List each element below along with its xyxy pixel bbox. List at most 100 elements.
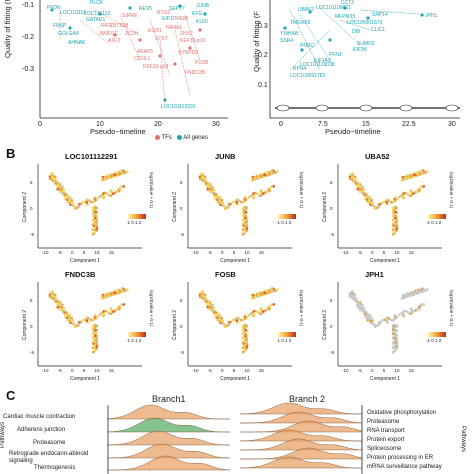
cell-point bbox=[363, 195, 367, 198]
cell-point bbox=[118, 172, 122, 176]
cell-point bbox=[62, 188, 66, 192]
cell-point bbox=[370, 198, 373, 202]
cell-point bbox=[381, 200, 385, 204]
cell-point bbox=[243, 219, 246, 222]
scatter-point bbox=[420, 13, 424, 17]
cell-point bbox=[421, 289, 425, 292]
gene-label: EFG bbox=[192, 11, 203, 17]
timeline-marker bbox=[359, 104, 373, 112]
scatter-point bbox=[128, 6, 132, 10]
tick-label: -0.3 bbox=[22, 66, 35, 73]
gene-label: CCT3 bbox=[341, 0, 355, 6]
cell-point bbox=[253, 295, 257, 299]
branch1-title: Branch1 bbox=[152, 394, 186, 404]
cell-point bbox=[368, 196, 372, 199]
tick-label: 0 bbox=[38, 121, 42, 128]
cell-point bbox=[204, 182, 207, 185]
pathway-label: Retrograde endocann-abinoid signaling bbox=[9, 451, 89, 464]
cell-point bbox=[404, 191, 407, 195]
cell-point bbox=[360, 306, 363, 309]
cell-point bbox=[263, 173, 266, 177]
cell-point bbox=[392, 324, 395, 327]
gene-label: JPH1 bbox=[425, 13, 438, 19]
cell-point bbox=[95, 227, 99, 230]
branch2-title: Branch 2 bbox=[289, 394, 326, 404]
cell-point bbox=[251, 194, 255, 197]
cell-point bbox=[200, 290, 203, 294]
cell-point bbox=[95, 229, 98, 232]
ridge-curve bbox=[240, 447, 363, 460]
cell-point bbox=[61, 185, 64, 189]
tick-label: 15 bbox=[362, 121, 370, 128]
cell-point bbox=[101, 312, 105, 315]
legend-label-all-genes: All genes bbox=[183, 135, 208, 142]
trajectory-canvas bbox=[337, 164, 446, 249]
x-axis-label: Component 1 bbox=[70, 376, 101, 382]
cell-point bbox=[220, 316, 223, 320]
cell-point bbox=[392, 206, 395, 209]
cell-point bbox=[81, 318, 85, 322]
cell-point bbox=[216, 318, 219, 322]
cell-point bbox=[58, 307, 62, 311]
gene-label: BTG2 bbox=[157, 10, 171, 16]
pathway-label: Oxidative phosphorylation bbox=[367, 410, 437, 416]
cell-point bbox=[254, 191, 257, 195]
y-axis-ticks: 5 0 -5 bbox=[30, 298, 35, 355]
cell-point bbox=[60, 306, 63, 309]
tick-label: 30 bbox=[448, 121, 456, 128]
cell-point bbox=[350, 290, 353, 294]
cell-point bbox=[240, 200, 243, 204]
cell-point bbox=[91, 210, 95, 214]
cell-point bbox=[387, 317, 391, 320]
gene-label: LOC101119038 bbox=[300, 62, 335, 68]
cell-point bbox=[395, 197, 399, 201]
cell-point bbox=[242, 324, 245, 327]
trajectory-plot: UBA52 -1 0 1 2 log10(value + 0.1) Component… bbox=[322, 152, 474, 270]
cell-point bbox=[422, 185, 426, 188]
cell-point bbox=[400, 297, 404, 300]
cell-point bbox=[114, 309, 117, 312]
cell-point bbox=[242, 214, 245, 218]
gene-label: SSR4 bbox=[280, 38, 294, 44]
cell-point bbox=[64, 197, 67, 201]
tick-label: 0.3 bbox=[258, 23, 268, 30]
cell-point bbox=[126, 170, 129, 173]
cell-point bbox=[245, 339, 248, 342]
cell-point bbox=[57, 300, 61, 304]
cell-point bbox=[356, 185, 359, 189]
cell-point bbox=[223, 323, 227, 327]
cell-point bbox=[271, 171, 275, 174]
gene-label: SRP14 bbox=[372, 12, 388, 18]
cell-point bbox=[265, 292, 268, 295]
cell-point bbox=[240, 318, 243, 322]
cell-point bbox=[93, 337, 96, 340]
color-bar-ticks: -1 0 1 2 bbox=[276, 220, 292, 225]
tick-label: -0.1 bbox=[22, 2, 35, 9]
ridge-curve bbox=[107, 404, 230, 420]
cell-point bbox=[418, 290, 422, 294]
gene-label: EIF3K bbox=[353, 47, 367, 53]
cell-point bbox=[262, 310, 265, 313]
cell-point bbox=[231, 318, 235, 322]
panel-b-letter: B bbox=[6, 146, 16, 161]
cell-point bbox=[395, 315, 399, 319]
cell-point bbox=[214, 197, 217, 201]
cell-point bbox=[237, 199, 241, 202]
pathway-label: Protein export bbox=[367, 437, 405, 443]
cell-point bbox=[115, 292, 118, 295]
cell-point bbox=[94, 223, 98, 226]
cell-point bbox=[244, 223, 248, 226]
gene-label: ZHX2 bbox=[180, 31, 193, 37]
cell-point bbox=[361, 185, 364, 189]
cell-point bbox=[85, 319, 89, 322]
cell-point bbox=[412, 192, 415, 195]
cell-point bbox=[350, 172, 353, 176]
cell-point bbox=[112, 192, 115, 195]
cell-point bbox=[104, 191, 107, 195]
cell-point bbox=[390, 318, 393, 322]
gene-title: UBA52 bbox=[365, 152, 390, 161]
pathways-axis-left: Pathways bbox=[0, 421, 6, 448]
cell-point bbox=[218, 314, 222, 317]
cell-point bbox=[61, 303, 64, 307]
cell-point bbox=[354, 182, 357, 185]
